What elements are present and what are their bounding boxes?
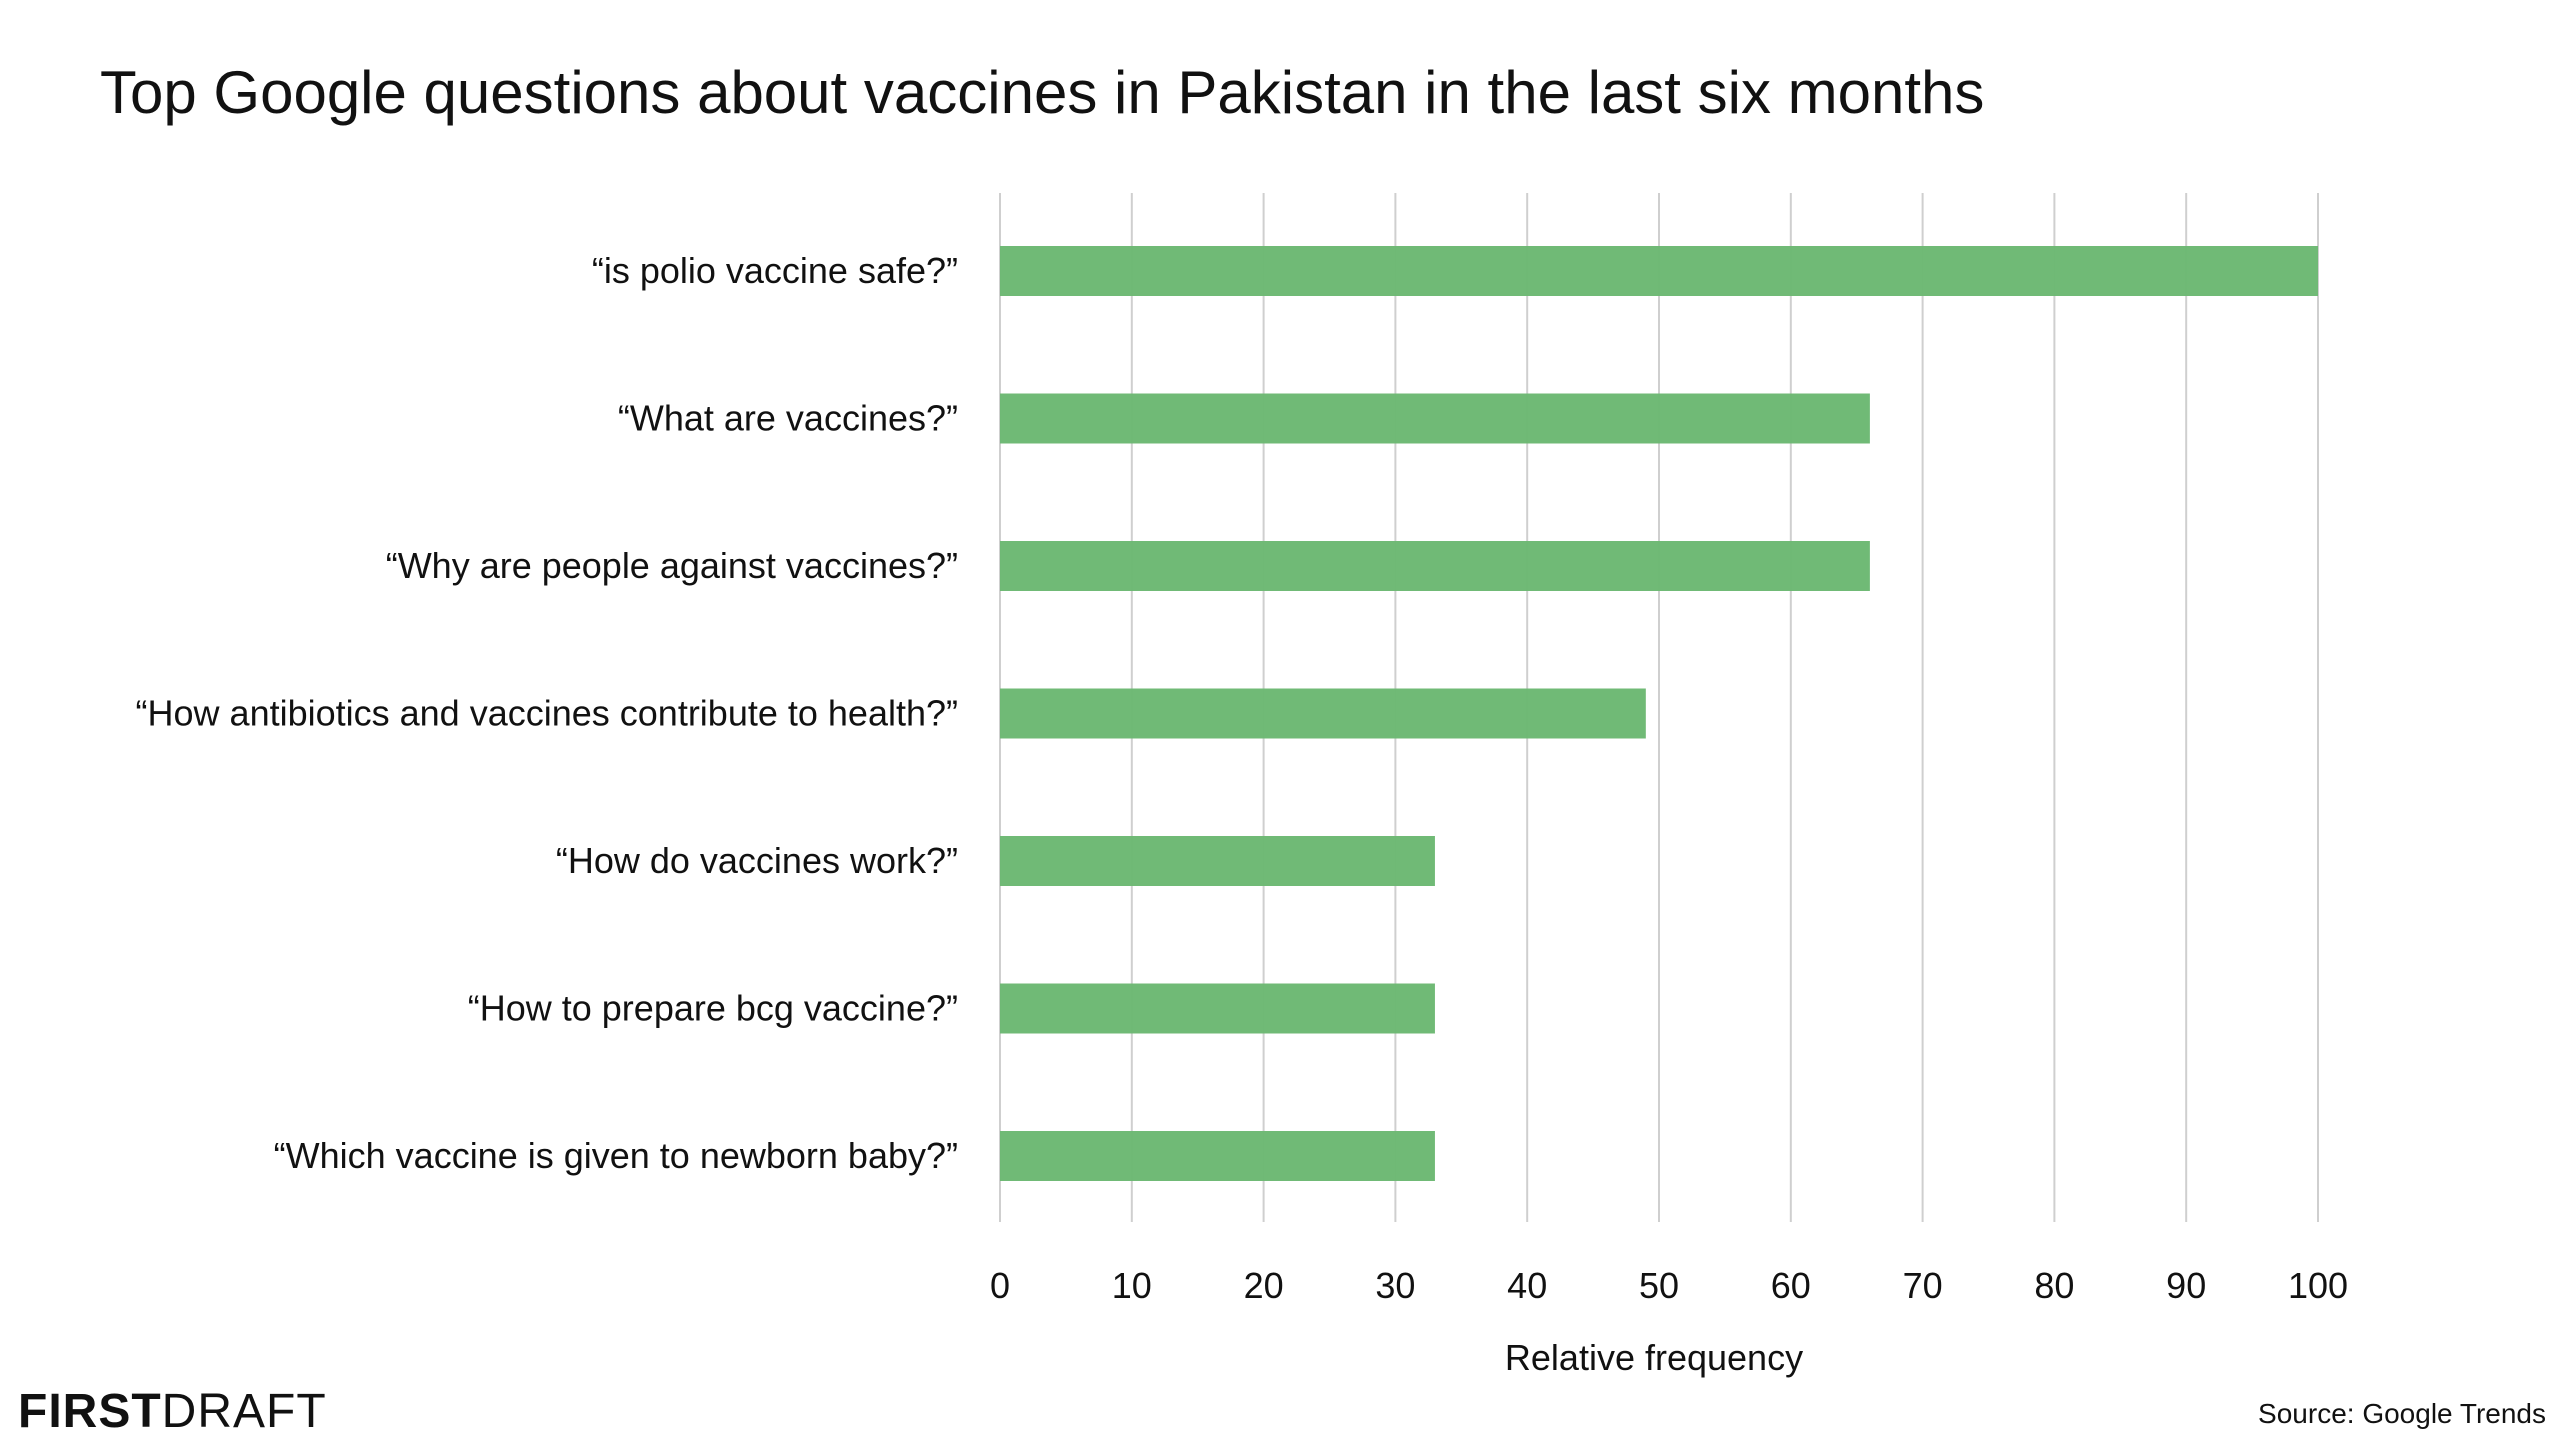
x-tick-labels: 0 10 20 30 40 50 60 70 80 90 100 [990,1265,2348,1306]
x-tick-label: 0 [990,1265,1010,1306]
x-tick-label: 20 [1244,1265,1284,1306]
logo-draft: DRAFT [161,1385,327,1438]
category-label: “How do vaccines work?” [556,840,958,881]
category-label: “How antibiotics and vaccines contribute… [136,693,958,734]
x-tick-label: 100 [2288,1265,2348,1306]
x-tick-label: 90 [2166,1265,2206,1306]
category-label: “is polio vaccine safe?” [592,250,958,291]
source-note: Source: Google Trends [2258,1398,2546,1429]
bars [1000,246,2318,1181]
category-label: “Why are people against vaccines?” [386,545,958,586]
logo-first: FIRST [18,1385,162,1438]
bar [1000,688,1646,739]
bar [1000,836,1435,886]
chart-title: Top Google questions about vaccines in P… [100,59,1985,126]
x-tick-label: 10 [1112,1265,1152,1306]
x-axis-label: Relative frequency [1505,1337,1803,1378]
bar [1000,541,1870,591]
bar [1000,393,1870,444]
x-tick-label: 60 [1771,1265,1811,1306]
x-tick-label: 40 [1507,1265,1547,1306]
category-label: “What are vaccines?” [618,398,958,439]
x-tick-label: 30 [1375,1265,1415,1306]
bar [1000,246,2318,296]
category-labels: “is polio vaccine safe?” “What are vaccin… [136,250,958,1176]
x-tick-label: 50 [1639,1265,1679,1306]
category-label: “Which vaccine is given to newborn baby?… [274,1135,958,1176]
bar [1000,983,1435,1034]
x-tick-label: 80 [2034,1265,2074,1306]
firstdraft-logo: FIRSTDRAFT [18,1384,327,1439]
category-label: “How to prepare bcg vaccine?” [468,988,958,1029]
x-tick-label: 70 [1903,1265,1943,1306]
bar [1000,1131,1435,1181]
